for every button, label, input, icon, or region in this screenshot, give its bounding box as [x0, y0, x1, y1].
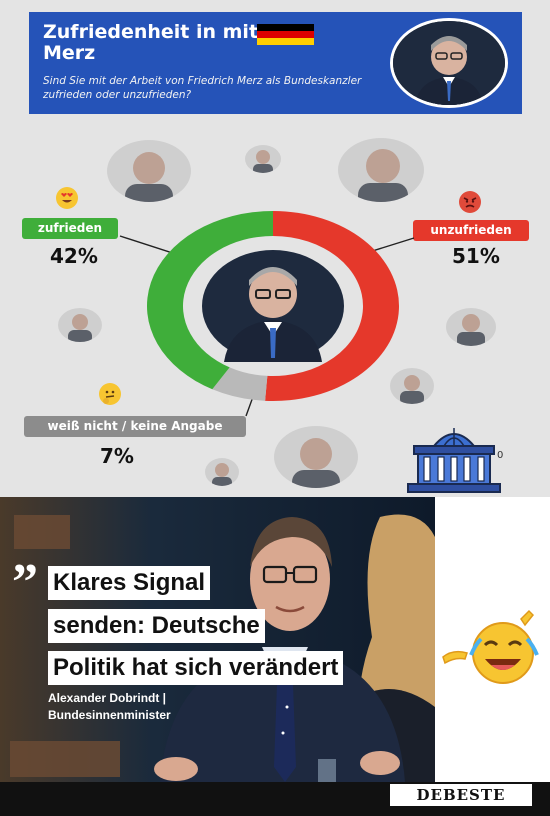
- background-portrait: [274, 426, 358, 488]
- quote-line-3: Politik hat sich verändert: [48, 651, 344, 685]
- poll-header: Zufriedenheit in mit Merz Sind Sie mit d…: [29, 12, 522, 114]
- side-panel: [435, 497, 550, 782]
- background-portrait: [58, 308, 102, 342]
- label-weiss-nicht: weiß nicht / keine Angabe: [24, 416, 246, 437]
- label-unzufrieden: unzufrieden: [413, 220, 529, 241]
- donut-segment-weiß-nicht-keine-angabe: [212, 367, 268, 401]
- poll-title: Zufriedenheit in mit Merz: [43, 21, 259, 64]
- background-portrait: [107, 140, 191, 202]
- donut-segment-zufrieden: [146, 211, 273, 390]
- merz-portrait: [390, 18, 508, 108]
- angry-face-emoji: [459, 191, 481, 213]
- background-portrait: [205, 458, 239, 486]
- quote-line-1: Klares Signal: [48, 566, 211, 600]
- poll-infographic: Zufriedenheit in mit Merz Sind Sie mit d…: [0, 0, 550, 497]
- heart-eyes-emoji: [56, 187, 78, 209]
- corner-number: 0: [497, 450, 504, 461]
- background-portrait: [446, 308, 496, 346]
- percent-unzufrieden: 51%: [452, 244, 500, 268]
- quote-mark-icon: ”: [12, 554, 38, 611]
- poll-question: Sind Sie mit der Arbeit von Friedrich Me…: [43, 75, 362, 101]
- donut-chart: [146, 211, 399, 401]
- thinking-face-emoji: [99, 383, 121, 405]
- background-portrait: [338, 138, 424, 202]
- percent-weiss-nicht: 7%: [100, 444, 134, 468]
- background-portrait: [245, 145, 281, 173]
- speaker-role: Bundesinnenminister: [48, 708, 171, 722]
- germany-flag-icon: [257, 24, 314, 45]
- laughing-emoji-icon: [442, 609, 539, 684]
- speaker-caption: Alexander Dobrindt | Bundesinnenminister: [48, 690, 171, 724]
- quote-line-2: senden: Deutsche: [48, 609, 265, 643]
- merz-center-portrait: [224, 267, 322, 362]
- background-portrait: [390, 368, 434, 404]
- bundestag-building-icon: [407, 428, 501, 493]
- label-zufrieden: zufrieden: [22, 218, 118, 239]
- watermark: DEBESTE: [390, 784, 532, 806]
- speaker-name: Alexander Dobrindt |: [48, 691, 167, 705]
- percent-zufrieden: 42%: [50, 244, 98, 268]
- donut-segment-unzufrieden: [265, 211, 399, 401]
